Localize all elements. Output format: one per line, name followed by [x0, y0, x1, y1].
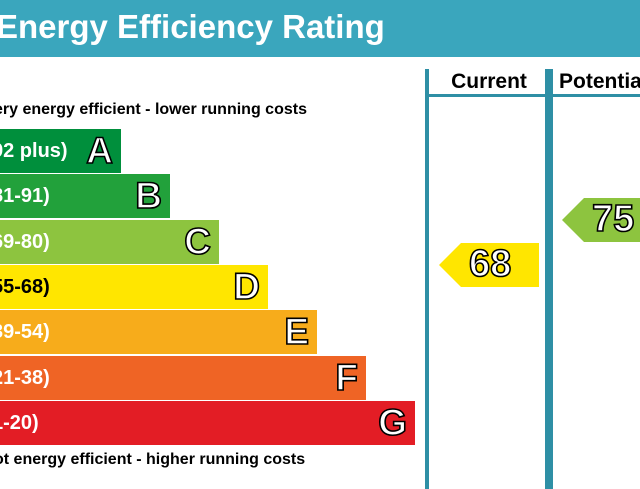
band-letter: E	[284, 311, 310, 353]
band-range-label: 21-38)	[0, 366, 50, 389]
current-rating-value: 68	[468, 242, 512, 286]
band-letter: G	[377, 401, 407, 443]
band-letter: C	[183, 220, 211, 262]
efficient-note: ery energy efficient - lower running cos…	[0, 101, 307, 118]
band-range-label: 81-91)	[0, 185, 50, 208]
potential-rating-value: 75	[591, 197, 635, 241]
rating-band-d: 55-68) D	[0, 264, 268, 309]
band-range-label: 1-20)	[0, 411, 39, 434]
rating-band-g: 1-20) G	[0, 400, 415, 445]
band-range-label: 39-54)	[0, 321, 50, 344]
band-range-label: 55-68)	[0, 275, 50, 298]
potential-column	[545, 69, 640, 489]
band-letter: B	[134, 175, 162, 217]
potential-arrow-shape	[562, 197, 640, 242]
header-bar: Energy Efficiency Rating	[0, 0, 640, 57]
rating-band-f: 21-38) F	[0, 355, 366, 400]
rating-band-a: 92 plus) A	[0, 129, 121, 173]
rating-band-b: 81-91) B	[0, 174, 170, 219]
band-letter: A	[85, 130, 113, 172]
band-range-label: 92 plus)	[0, 140, 68, 162]
potential-header: Potentia	[549, 69, 640, 97]
band-letter: D	[232, 265, 260, 308]
band-range-label: 69-80)	[0, 230, 50, 253]
inefficient-note: ot energy efficient - higher running cos…	[0, 451, 306, 468]
band-letter: F	[335, 356, 359, 398]
rating-band-e: 39-54) E	[0, 310, 317, 355]
current-column	[425, 69, 553, 489]
chart-title: Energy Efficiency Rating	[0, 8, 385, 45]
rating-band-c: 69-80) C	[0, 219, 219, 264]
current-arrow-shape	[439, 242, 539, 287]
current-header: Current	[429, 69, 549, 97]
